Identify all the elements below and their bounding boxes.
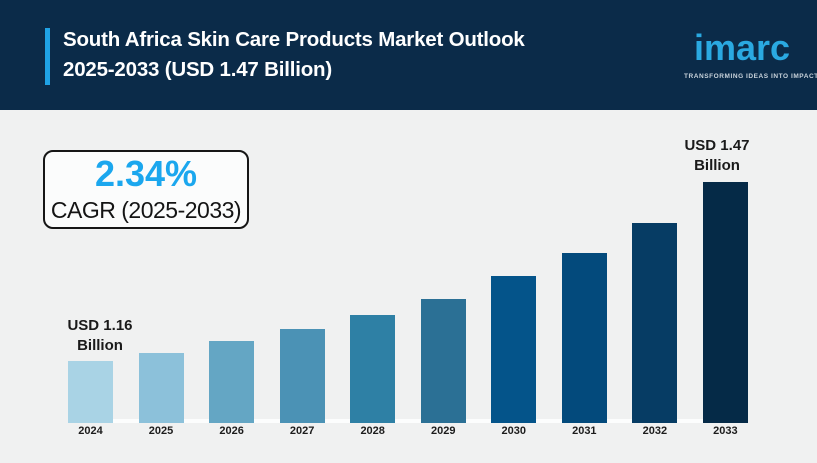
cagr-box: 2.34% CAGR (2025-2033) [43,150,249,229]
title-line-1: South Africa Skin Care Products Market O… [63,28,525,51]
header: South Africa Skin Care Products Market O… [0,0,817,110]
cagr-label: CAGR (2025-2033) [50,197,242,223]
start-value-line-1: USD 1.16 [67,317,133,334]
bar-2030 [491,276,537,423]
x-tick-2026: 2026 [219,425,244,437]
x-axis-labels: 2024 2025 2026 2027 2028 2029 2030 2031 2032 2033 [68,425,748,437]
bar-group [68,163,748,423]
bar-2031 [561,253,607,423]
imarc-logo: imarc TRANSFORMING IDEAS INTO IMPACT [684,27,817,81]
bar-2026 [209,341,255,423]
x-tick-2032: 2032 [642,425,668,437]
cagr-value: 2.34% [94,153,198,194]
page-title: South Africa Skin Care Products Market O… [63,25,623,85]
bar-2033 [702,182,748,423]
start-value-annotation: USD 1.16 Billion [50,316,150,356]
x-tick-2025: 2025 [148,425,174,437]
x-tick-2030: 2030 [501,425,527,437]
x-tick-2024: 2024 [78,425,103,437]
bar-2025 [138,353,184,423]
end-value-line-1: USD 1.47 [684,137,750,154]
end-value-annotation: USD 1.47 Billion [667,136,767,176]
bar-2032 [632,223,678,423]
x-tick-2029: 2029 [430,425,456,437]
title-accent-bar [45,28,50,85]
imarc-logo-tagline: TRANSFORMING IDEAS INTO IMPACT [684,73,817,80]
bar-2029 [420,299,466,423]
bar-2027 [279,329,325,423]
x-tick-2027: 2027 [289,425,315,437]
imarc-logo-text: imarc [693,27,791,68]
x-axis-baseline [68,419,748,423]
bar-2028 [350,315,396,423]
start-value-line-2: Billion [77,337,123,354]
x-tick-2031: 2031 [572,425,597,437]
x-tick-2028: 2028 [360,425,385,437]
end-value-line-2: Billion [694,157,740,174]
title-line-2: 2025-2033 (USD 1.47 Billion) [63,58,332,81]
x-tick-2033: 2033 [713,425,738,437]
bar-2024 [68,361,113,423]
